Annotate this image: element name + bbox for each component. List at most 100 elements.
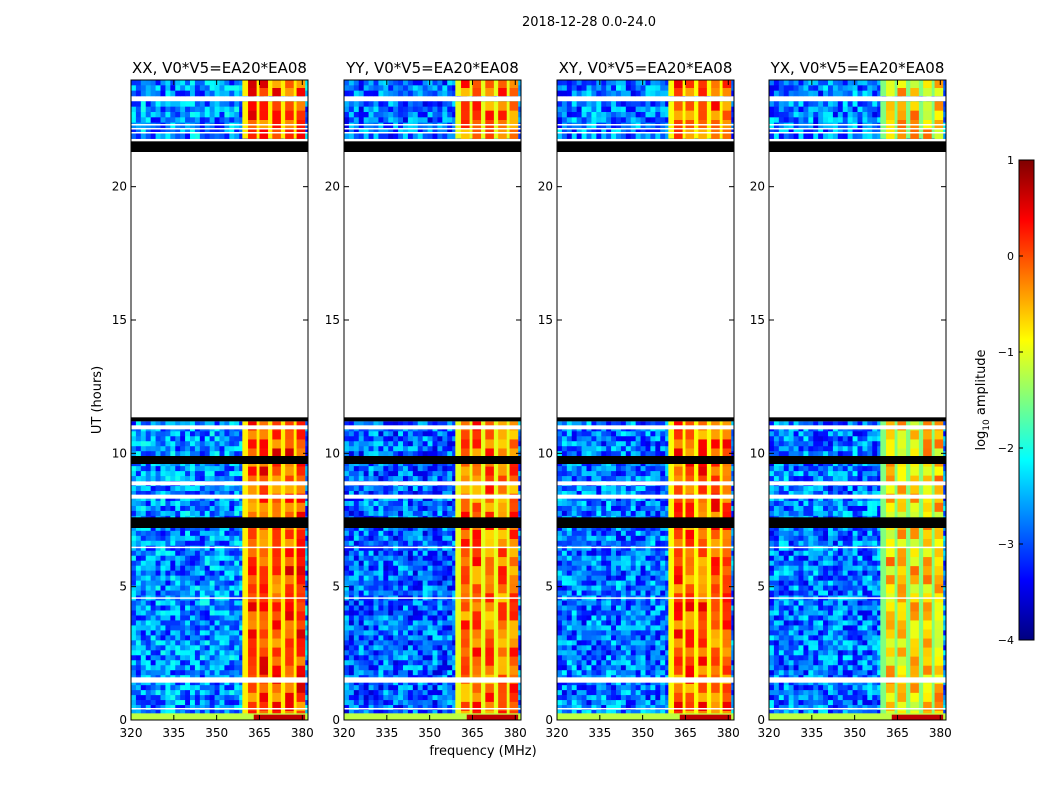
noise-cell bbox=[427, 620, 433, 626]
noise-cell bbox=[348, 436, 355, 442]
noise-cell bbox=[131, 690, 137, 696]
rfi-stripe bbox=[272, 566, 281, 576]
noise-cell bbox=[432, 540, 438, 547]
noise-cell bbox=[214, 535, 220, 542]
noise-cell bbox=[422, 500, 428, 507]
noise-cell bbox=[214, 80, 220, 86]
noise-cell bbox=[165, 106, 171, 113]
noise-cell bbox=[204, 431, 210, 437]
noise-cell bbox=[185, 451, 191, 457]
noise-cell bbox=[348, 530, 355, 537]
noise-cell bbox=[165, 431, 171, 437]
noise-cell bbox=[417, 550, 423, 557]
noise-cell bbox=[348, 550, 355, 557]
noise-cell bbox=[150, 565, 156, 571]
noise-cell bbox=[427, 436, 433, 442]
noise-cell bbox=[131, 650, 137, 656]
noise-cell bbox=[209, 80, 215, 86]
noise-cell bbox=[348, 620, 355, 626]
noise-cell bbox=[219, 466, 225, 472]
noise-cell bbox=[131, 535, 137, 542]
noise-cell bbox=[229, 665, 235, 671]
noise-cell bbox=[155, 545, 161, 552]
noise-cell bbox=[437, 645, 443, 651]
noise-cell bbox=[373, 530, 379, 537]
noise-cell bbox=[234, 133, 240, 139]
noise-cell bbox=[442, 525, 448, 532]
noise-cell bbox=[229, 615, 235, 621]
noise-cell bbox=[234, 505, 240, 512]
noise-cell bbox=[403, 605, 409, 611]
noise-cell bbox=[160, 540, 166, 547]
noise-cell bbox=[135, 680, 142, 686]
noise-cell bbox=[393, 476, 399, 482]
rfi-stripe bbox=[248, 529, 257, 540]
noise-cell bbox=[135, 560, 142, 566]
noise-cell bbox=[155, 451, 161, 457]
rfi-stripe bbox=[461, 448, 470, 458]
noise-cell bbox=[145, 680, 151, 686]
noise-cell bbox=[190, 700, 196, 706]
rfi-stripe bbox=[285, 101, 294, 111]
blank-gap bbox=[131, 425, 308, 430]
noise-cell bbox=[224, 545, 230, 552]
noise-cell bbox=[199, 670, 206, 676]
noise-cell bbox=[403, 705, 409, 711]
noise-cell bbox=[199, 117, 206, 123]
noise-cell bbox=[417, 635, 423, 641]
noise-cell bbox=[516, 610, 521, 616]
noise-cell bbox=[344, 510, 350, 517]
noise-cell bbox=[388, 441, 394, 447]
noise-cell bbox=[194, 441, 201, 447]
noise-cell bbox=[234, 565, 240, 571]
noise-cell bbox=[135, 128, 142, 134]
rfi-stripe bbox=[461, 701, 470, 712]
noise-cell bbox=[219, 510, 225, 517]
noise-cell bbox=[353, 605, 360, 611]
noise-cell bbox=[214, 650, 220, 656]
noise-cell bbox=[150, 670, 156, 676]
noise-cell bbox=[358, 600, 364, 606]
noise-cell bbox=[398, 565, 404, 571]
noise-cell bbox=[175, 605, 181, 611]
noise-cell bbox=[155, 700, 161, 706]
noise-cell bbox=[131, 615, 137, 621]
rfi-stripe bbox=[472, 484, 482, 495]
noise-cell bbox=[403, 560, 409, 566]
noise-cell bbox=[199, 525, 206, 532]
noise-cell bbox=[442, 680, 448, 686]
noise-cell bbox=[412, 540, 419, 547]
noise-cell bbox=[131, 565, 137, 571]
noise-cell bbox=[224, 510, 230, 517]
noise-cell bbox=[160, 640, 166, 646]
noise-cell bbox=[239, 710, 245, 716]
noise-cell bbox=[303, 655, 308, 661]
noise-cell bbox=[432, 660, 438, 666]
noise-cell bbox=[442, 565, 448, 571]
rfi-stripe bbox=[461, 529, 470, 540]
noise-cell bbox=[170, 510, 176, 517]
noise-cell bbox=[135, 555, 142, 562]
noise-cell bbox=[194, 85, 201, 91]
rfi-stripe bbox=[296, 129, 306, 139]
noise-cell bbox=[403, 431, 409, 437]
rfi-stripe bbox=[259, 638, 269, 648]
noise-cell bbox=[155, 590, 161, 596]
noise-cell bbox=[131, 545, 137, 552]
noise-cell bbox=[303, 580, 308, 586]
rfi-stripe bbox=[472, 602, 482, 612]
noise-cell bbox=[383, 605, 389, 611]
noise-cell bbox=[378, 570, 384, 576]
noise-cell bbox=[373, 441, 379, 447]
noise-cell bbox=[447, 680, 453, 686]
noise-cell bbox=[199, 112, 206, 118]
noise-cell bbox=[175, 585, 181, 591]
noise-cell bbox=[403, 505, 409, 512]
noise-cell bbox=[368, 690, 374, 696]
noise-cell bbox=[368, 600, 374, 606]
noise-cell bbox=[378, 525, 384, 532]
noise-cell bbox=[363, 600, 369, 606]
noise-cell bbox=[180, 620, 186, 626]
noise-cell bbox=[358, 560, 364, 566]
noise-cell bbox=[165, 665, 171, 671]
